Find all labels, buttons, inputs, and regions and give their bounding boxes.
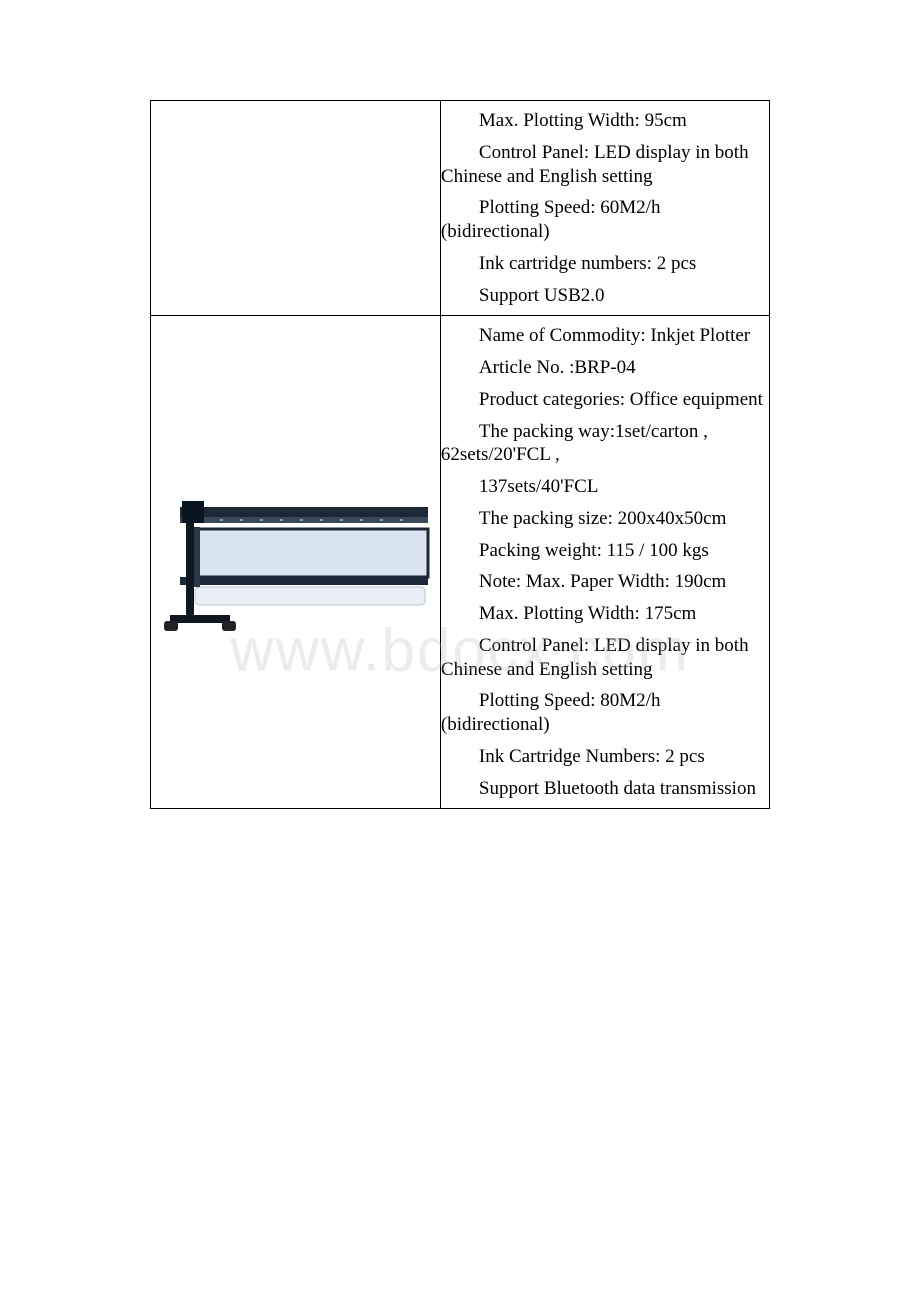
spec-line: Max. Plotting Width: 95cm	[441, 109, 769, 133]
spec-line: The packing way:1set/carton , 62sets/20'…	[441, 420, 769, 468]
spec-line: Note: Max. Paper Width: 190cm	[441, 570, 769, 594]
spec-line: Control Panel: LED display in both Chine…	[441, 634, 769, 682]
spec-line: Plotting Speed: 60M2/h (bidirectional)	[441, 196, 769, 244]
spec-line: Product categories: Office equipment	[441, 388, 769, 412]
spec-line: Max. Plotting Width: 175cm	[441, 602, 769, 626]
table-row: Name of Commodity: Inkjet Plotter Articl…	[151, 316, 770, 809]
spec-line: Name of Commodity: Inkjet Plotter	[441, 324, 769, 348]
spec-line: Support USB2.0	[441, 284, 769, 308]
product-spec-cell: Name of Commodity: Inkjet Plotter Articl…	[440, 316, 769, 809]
table-row: Max. Plotting Width: 95cm Control Panel:…	[151, 101, 770, 316]
spec-line: Support Bluetooth data transmission	[441, 777, 769, 801]
document-page: www.bdocx.com Max. Plotting Width: 95cm …	[0, 0, 920, 809]
product-spec-cell: Max. Plotting Width: 95cm Control Panel:…	[440, 101, 769, 316]
product-spec-table: Max. Plotting Width: 95cm Control Panel:…	[150, 100, 770, 809]
plotter-icon	[160, 487, 430, 637]
spec-line: Plotting Speed: 80M2/h (bidirectional)	[441, 689, 769, 737]
spec-line: Control Panel: LED display in both Chine…	[441, 141, 769, 189]
spec-line: Packing weight: 115 / 100 kgs	[441, 539, 769, 563]
spec-line: Ink cartridge numbers: 2 pcs	[441, 252, 769, 276]
product-image-cell	[151, 316, 441, 809]
spec-line: Article No. :BRP-04	[441, 356, 769, 380]
spec-line: 137sets/40'FCL	[441, 475, 769, 499]
spec-line: Ink Cartridge Numbers: 2 pcs	[441, 745, 769, 769]
product-image-cell-empty	[151, 101, 441, 316]
spec-line: The packing size: 200x40x50cm	[441, 507, 769, 531]
